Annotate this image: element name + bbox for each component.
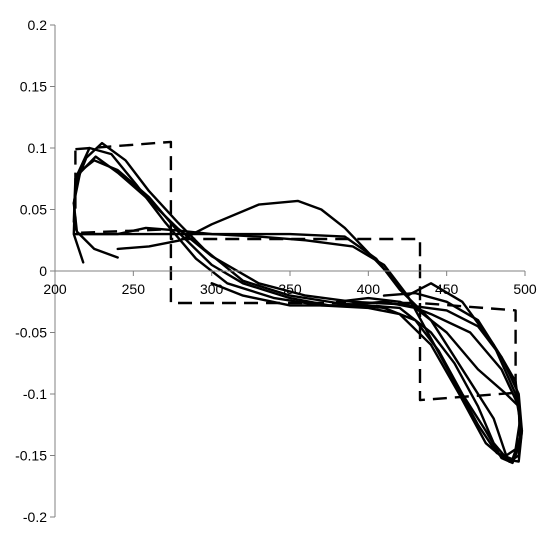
- y-tick-label: 0.1: [28, 140, 48, 156]
- y-tick-label: -0.15: [15, 448, 47, 464]
- axes-layer: -0.2 -0.15 -0.1 -0.05 0 0.05 0.1 0.15 0.2 200 250 3…: [15, 17, 537, 525]
- x-tick-label: 200: [43, 281, 67, 297]
- y-tick-label: 0: [39, 263, 47, 279]
- y-tick-label: 0.05: [20, 202, 47, 218]
- y-tick-label: -0.2: [23, 509, 47, 525]
- series-line-1: [72, 155, 522, 457]
- x-tick-label: 250: [122, 281, 146, 297]
- x-tick-label: 500: [513, 281, 537, 297]
- series-layer: [72, 140, 524, 465]
- x-tick-label: 300: [200, 281, 224, 297]
- x-tick-label: 350: [278, 281, 302, 297]
- series-line-5: [75, 226, 522, 461]
- series-line-4: [72, 146, 524, 463]
- series-line-3: [72, 159, 524, 463]
- x-tick-label: 400: [357, 281, 381, 297]
- y-tick-label: -0.1: [23, 386, 47, 402]
- y-tick-label: 0.15: [20, 79, 47, 95]
- y-tick-label: -0.05: [15, 325, 47, 341]
- y-tick-label: 0.2: [28, 17, 48, 33]
- x-tick-label: 450: [435, 281, 459, 297]
